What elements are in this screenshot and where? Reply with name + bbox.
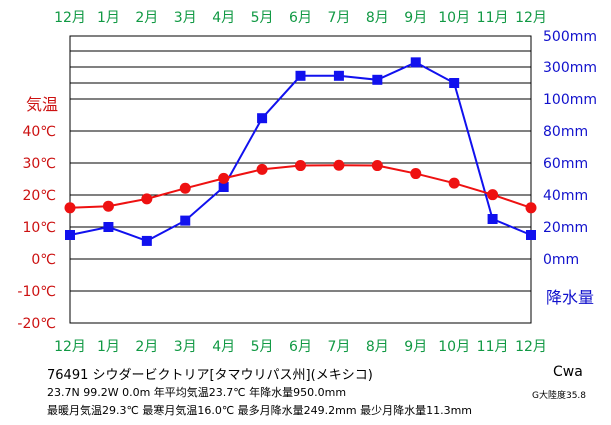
- month-label-bottom: 2月: [135, 339, 158, 355]
- temp-tick-label: -10℃: [17, 284, 56, 300]
- precipitation-point: [333, 70, 344, 81]
- precipitation-axis: 500mm 300mm 100mm 80mm 60mm 40mm 20mm 0mm: [543, 29, 597, 268]
- month-label-bottom: 12月: [515, 339, 547, 355]
- station-stats-line1: 23.7N 99.2W 0.0m 年平均気温23.7℃ 年降水量950.0mm: [47, 386, 347, 399]
- station-stats-line2: 最暖月気温29.3℃ 最寒月気温16.0℃ 最多月降水量249.2mm 最少月降…: [47, 404, 473, 417]
- month-label-bottom: 12月: [54, 339, 86, 355]
- precip-tick-label: 40mm: [543, 188, 588, 204]
- plot-frame: [69, 35, 532, 324]
- month-label-top: 9月: [404, 10, 427, 26]
- temperature-point: [448, 177, 460, 189]
- precipitation-point: [449, 78, 460, 88]
- temp-tick-label: 30℃: [22, 156, 56, 172]
- month-label-top: 5月: [251, 10, 274, 26]
- month-label-top: 2月: [135, 10, 158, 26]
- precip-tick-label: 500mm: [543, 29, 597, 45]
- month-label-bottom: 1月: [97, 339, 120, 355]
- month-label-bottom: 4月: [212, 339, 235, 355]
- temperature-point: [179, 182, 191, 194]
- precipitation-point: [372, 74, 383, 85]
- month-labels-bottom: 12月 1月 2月 3月 4月 5月 6月 7月 8月 9月 10月 11月 12月: [54, 339, 547, 355]
- temperature-point: [410, 168, 422, 180]
- precip-tick-label: 80mm: [543, 124, 588, 140]
- temperature-point: [64, 202, 76, 214]
- precip-tick-label: 0mm: [543, 252, 579, 268]
- temperature-point: [525, 202, 537, 214]
- temperature-point: [371, 160, 383, 172]
- month-label-top: 12月: [515, 10, 547, 26]
- grid-lines: [69, 35, 532, 324]
- precipitation-point: [487, 214, 498, 224]
- month-label-bottom: 10月: [438, 339, 470, 355]
- precipitation-point: [295, 70, 306, 81]
- temperature-point: [218, 172, 230, 184]
- month-label-top: 10月: [438, 10, 470, 26]
- precipitation-point: [410, 57, 421, 68]
- climate-chart: 12月 1月 2月 3月 4月 5月 6月 7月 8月 9月 10月 11月 12月 12月 1月 2月 3月…: [17, 10, 597, 355]
- month-label-top: 3月: [174, 10, 197, 26]
- precipitation-point: [218, 182, 229, 192]
- temperature-point: [487, 189, 499, 201]
- temp-tick-label: -20℃: [17, 316, 56, 332]
- temperature-point: [295, 160, 306, 172]
- temperature-point: [333, 159, 345, 171]
- month-label-top: 1月: [97, 10, 120, 26]
- month-label-top: 6月: [289, 10, 312, 26]
- month-label-top: 11月: [477, 10, 509, 26]
- series-layer: [64, 57, 537, 246]
- month-label-bottom: 11月: [477, 339, 509, 355]
- climate-classification: Cwa: [553, 364, 583, 380]
- temp-tick-label: 40℃: [22, 124, 56, 140]
- month-labels-top: 12月 1月 2月 3月 4月 5月 6月 7月 8月 9月 10月 11月 12月: [54, 10, 547, 26]
- precip-tick-label: 20mm: [543, 220, 588, 236]
- station-name: 76491 シウダービクトリア[タマウリパス州](メキシコ): [47, 368, 373, 383]
- month-label-bottom: 5月: [251, 339, 274, 355]
- month-label-bottom: 8月: [366, 339, 389, 355]
- temperature-line: [69, 164, 532, 209]
- month-label-top: 8月: [366, 10, 389, 26]
- precipitation-point: [65, 230, 75, 240]
- precipitation-line: [69, 61, 532, 243]
- precipitation-point: [103, 222, 114, 232]
- precipitation-point: [257, 113, 268, 124]
- precip-tick-label: 300mm: [543, 60, 597, 76]
- continentality-index: G大陸度35.8: [532, 391, 587, 401]
- temperature-point: [102, 200, 114, 212]
- month-label-top: 12月: [54, 10, 86, 26]
- precipitation-point: [141, 235, 152, 246]
- temp-tick-label: 10℃: [22, 220, 56, 236]
- month-label-bottom: 6月: [289, 339, 312, 355]
- temp-tick-label: 20℃: [22, 188, 56, 204]
- temperature-axis-title: 気温: [26, 95, 58, 114]
- precipitation-axis-title: 降水量: [546, 288, 594, 307]
- temp-tick-label: 0℃: [31, 252, 56, 268]
- temperature-point: [256, 163, 268, 175]
- month-label-bottom: 3月: [174, 339, 197, 355]
- precipitation-point: [526, 230, 536, 240]
- precipitation-point: [180, 215, 191, 226]
- precip-tick-label: 100mm: [543, 92, 597, 108]
- precip-tick-label: 60mm: [543, 156, 588, 172]
- month-label-bottom: 9月: [404, 339, 427, 355]
- month-label-top: 4月: [212, 10, 235, 26]
- month-label-top: 7月: [327, 10, 350, 26]
- month-label-bottom: 7月: [327, 339, 350, 355]
- temperature-axis: 40℃ 30℃ 20℃ 10℃ 0℃ -10℃ -20℃: [17, 124, 56, 332]
- temperature-point: [141, 193, 153, 205]
